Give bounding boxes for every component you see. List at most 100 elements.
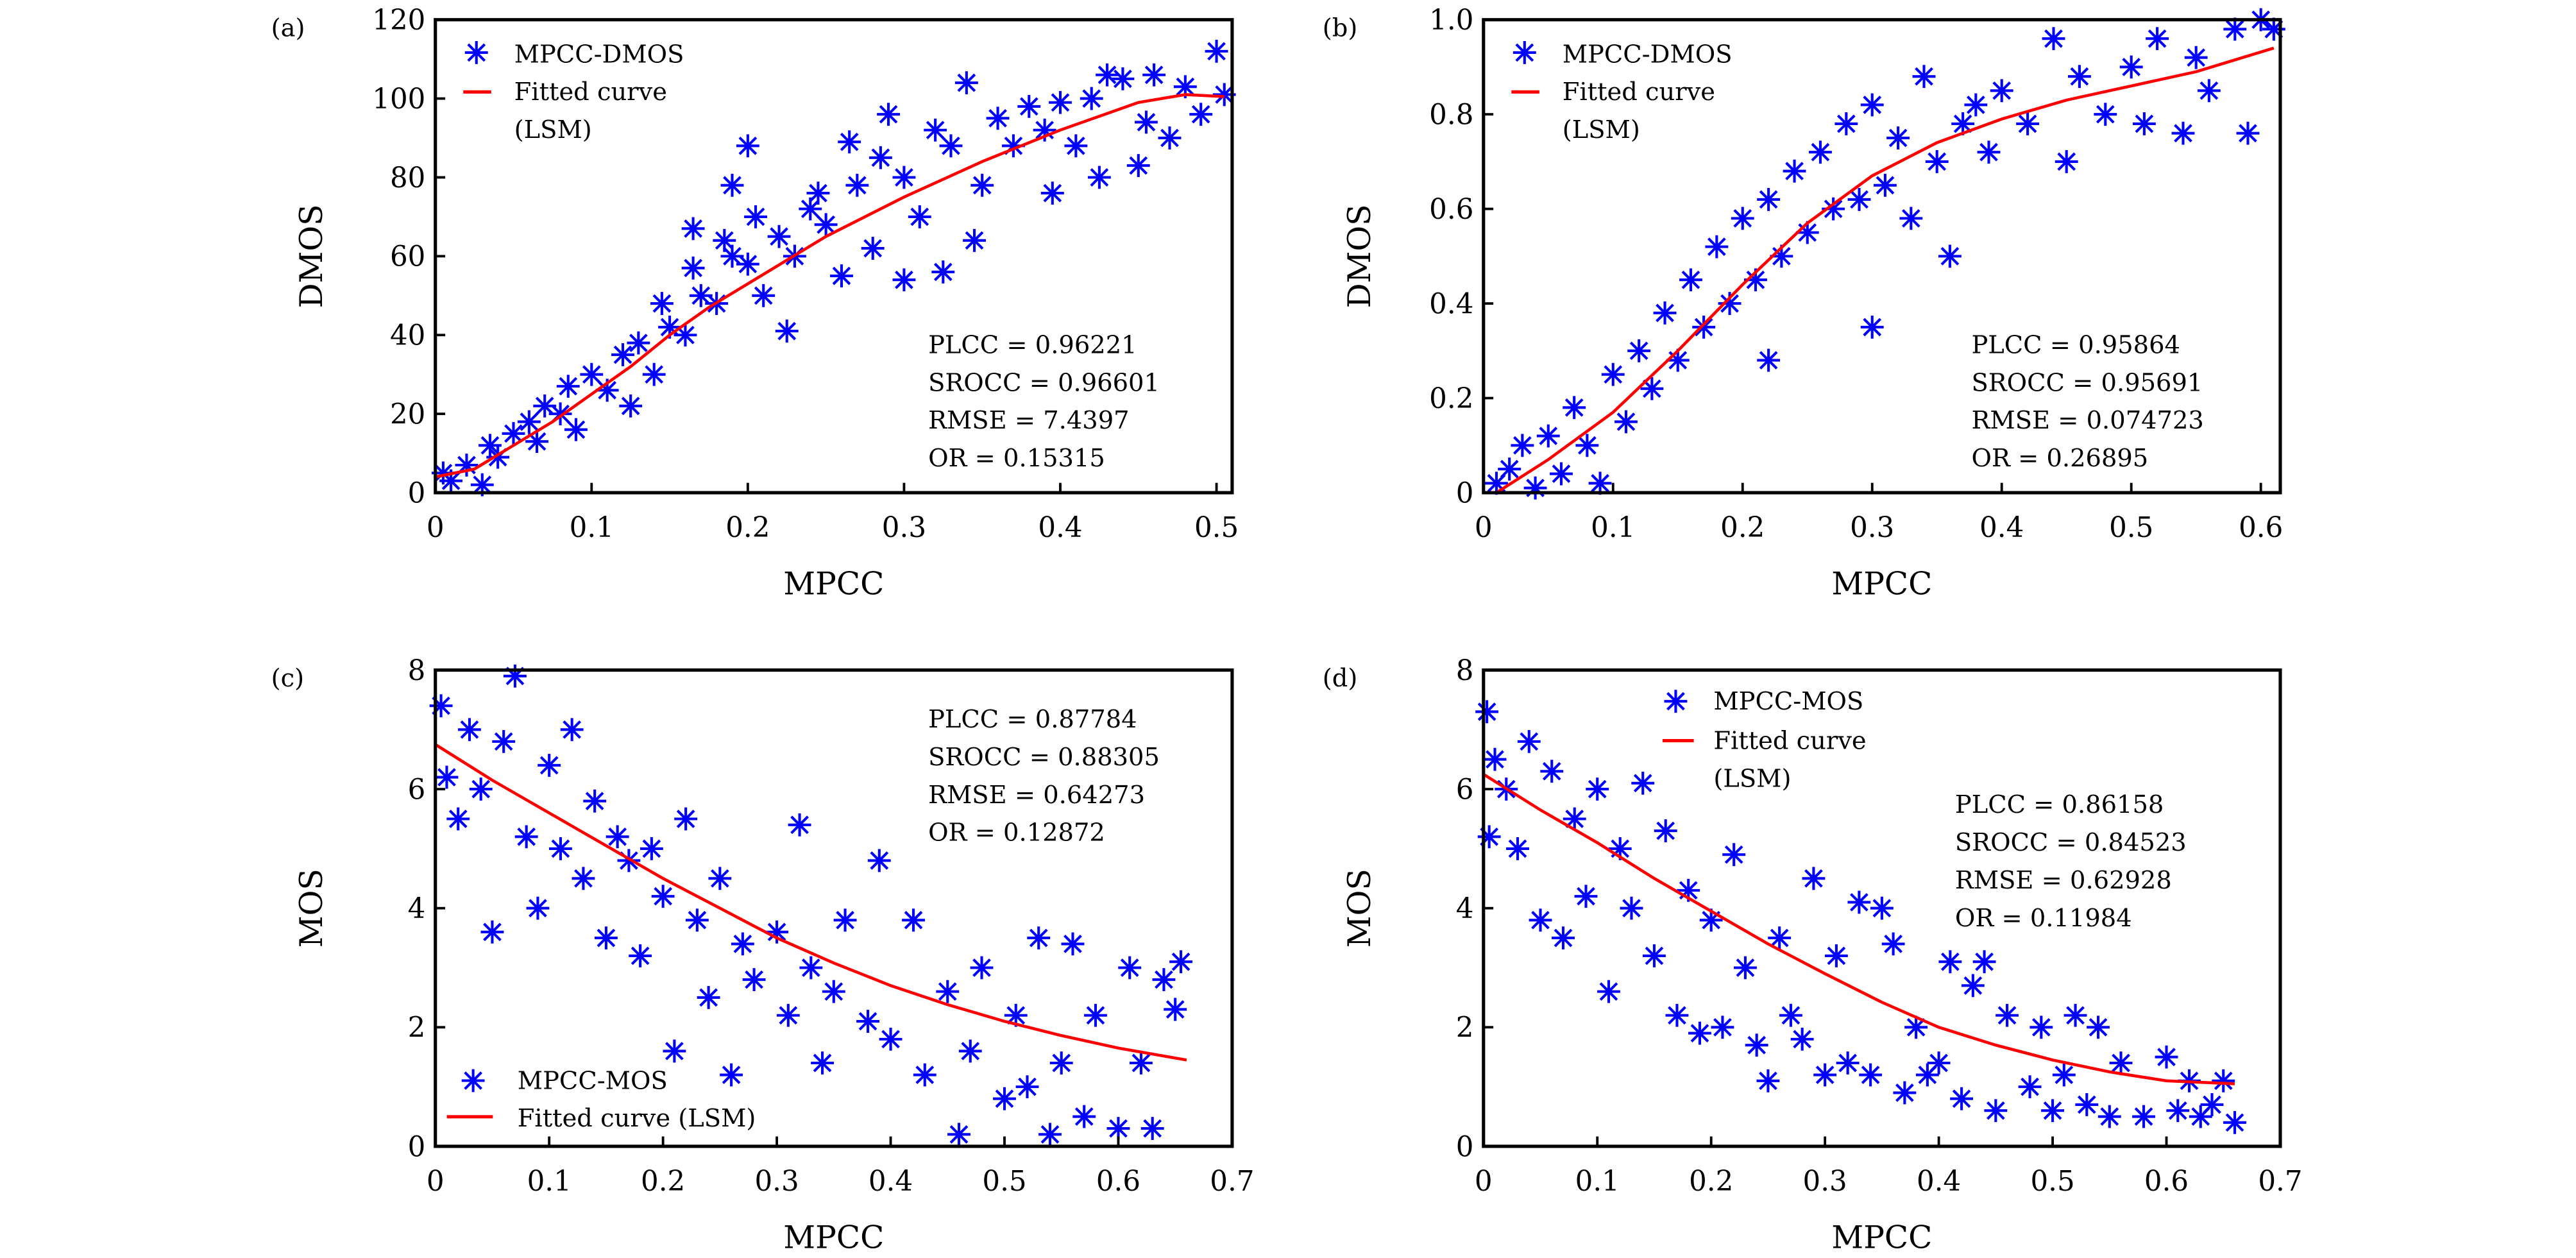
y-tick-label: 80	[390, 162, 425, 194]
y-tick-label: 0.2	[1429, 383, 1473, 415]
data-point	[594, 926, 618, 950]
data-point	[2055, 149, 2078, 173]
data-point	[556, 375, 580, 398]
data-point	[970, 173, 994, 197]
data-point	[2067, 65, 2091, 89]
data-point	[720, 244, 744, 268]
data-point	[1734, 956, 1757, 980]
legend-entry: MPCC-DMOS	[1563, 40, 1733, 69]
data-point	[2041, 1099, 2064, 1123]
data-point	[1731, 207, 1754, 230]
data-point	[1614, 410, 1638, 434]
data-point	[1886, 126, 1910, 149]
data-point	[689, 284, 713, 307]
data-point	[833, 908, 857, 932]
x-tick-label: 0.1	[1575, 1166, 1620, 1198]
data-point	[1049, 1051, 1073, 1075]
y-axis-label: DMOS	[1342, 204, 1378, 308]
data-point	[1802, 867, 1826, 890]
data-point	[1836, 1051, 1860, 1075]
y-tick-label: 4	[1456, 893, 1474, 925]
data-point	[1498, 457, 1521, 481]
data-point	[2029, 1016, 2053, 1039]
data-point	[1169, 950, 1192, 974]
data-point	[877, 103, 900, 126]
data-point	[767, 225, 791, 248]
data-point	[1563, 396, 1586, 420]
data-point	[1033, 118, 1056, 142]
data-point	[986, 106, 1010, 130]
stat-line: OR = 0.12872	[928, 819, 1105, 847]
data-point	[1552, 926, 1575, 950]
y-axis-label: DMOS	[294, 204, 330, 308]
data-point	[685, 908, 709, 932]
stat-line: OR = 0.15315	[928, 444, 1105, 473]
data-point	[526, 896, 550, 920]
x-tick-label: 0.2	[725, 512, 770, 544]
data-point	[830, 264, 853, 288]
data-point	[658, 316, 682, 339]
data-point	[1574, 885, 1598, 908]
data-point	[611, 343, 634, 366]
data-point	[492, 729, 516, 753]
data-point	[1951, 112, 1975, 135]
data-point	[1475, 700, 1499, 724]
data-point	[1847, 890, 1871, 914]
x-tick-label: 0.3	[1850, 512, 1894, 544]
legend-entry: MPCC-MOS	[1713, 687, 1863, 716]
data-point	[1835, 112, 1858, 135]
data-point	[1601, 362, 1625, 386]
y-tick-label: 100	[372, 83, 425, 115]
x-tick-label: 0.1	[527, 1166, 572, 1198]
data-point	[993, 1087, 1016, 1110]
stat-line: RMSE = 0.62928	[1955, 866, 2172, 895]
scatter-series	[1485, 8, 2285, 500]
data-point	[954, 71, 978, 94]
data-point	[1205, 39, 1228, 63]
stat-line: PLCC = 0.86158	[1955, 790, 2164, 819]
data-point	[1608, 837, 1632, 860]
scatter-series	[431, 39, 1236, 497]
data-point	[1677, 878, 1700, 902]
data-point	[455, 454, 479, 477]
x-tick-label: 0.6	[2144, 1166, 2189, 1198]
stat-line: RMSE = 7.4397	[928, 406, 1130, 435]
data-point	[1757, 348, 1781, 372]
data-point	[2042, 27, 2065, 51]
data-point	[1809, 140, 1832, 164]
data-point	[1722, 843, 1746, 867]
stat-line: OR = 0.26895	[1971, 444, 2148, 473]
legend-entry: Fitted curve (LSM)	[518, 1104, 756, 1133]
x-tick-label: 0.2	[1720, 512, 1765, 544]
data-point	[486, 445, 510, 469]
stat-line: SROCC = 0.95691	[1971, 368, 2203, 397]
data-point	[958, 1039, 982, 1063]
data-point	[2016, 112, 2040, 135]
x-axis-label: MPCC	[1831, 566, 1932, 602]
legend-entry: Fitted curve	[1563, 78, 1715, 106]
data-point	[548, 402, 572, 426]
data-point	[1692, 316, 1716, 339]
data-point	[720, 173, 744, 197]
x-tick-label: 0.5	[2109, 512, 2153, 544]
data-point	[1087, 166, 1111, 189]
data-point	[480, 920, 504, 944]
data-point	[619, 394, 643, 418]
data-point	[2075, 1093, 2099, 1116]
data-point	[1744, 268, 1767, 292]
stat-line: PLCC = 0.96221	[928, 330, 1137, 359]
legend-entry: MPCC-DMOS	[514, 40, 684, 69]
data-point	[1550, 462, 1573, 486]
x-tick-label: 0.7	[1210, 1166, 1254, 1198]
y-axis-label: MOS	[294, 869, 330, 948]
data-point	[806, 182, 830, 205]
data-point	[1111, 67, 1135, 90]
y-tick-label: 120	[372, 4, 425, 37]
y-tick-label: 0.4	[1429, 288, 1473, 320]
data-point	[458, 718, 481, 742]
data-point	[533, 394, 557, 418]
data-point	[775, 319, 799, 343]
scatter-series	[1475, 700, 2246, 1134]
x-tick-label: 0.5	[1194, 512, 1239, 544]
data-point	[1597, 980, 1620, 1003]
